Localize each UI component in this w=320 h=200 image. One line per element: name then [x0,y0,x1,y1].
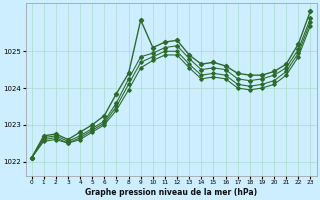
X-axis label: Graphe pression niveau de la mer (hPa): Graphe pression niveau de la mer (hPa) [85,188,257,197]
